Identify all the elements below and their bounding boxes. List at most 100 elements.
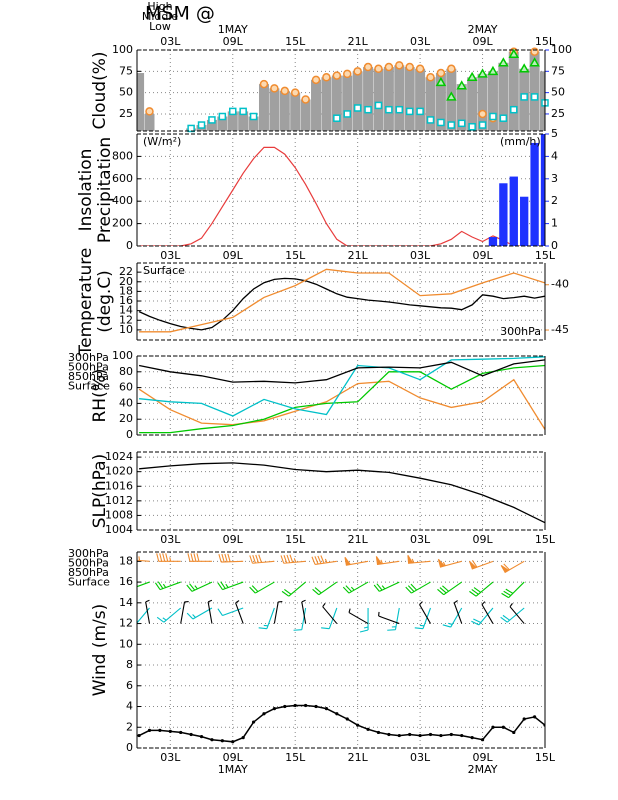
legend-label: Middle xyxy=(142,10,179,23)
high-cloud-marker xyxy=(322,73,331,82)
high-cloud-marker xyxy=(436,68,446,78)
y2-tick-label: 4 xyxy=(551,149,558,162)
wind-speed-point xyxy=(210,738,214,742)
y2-tick-label: 3 xyxy=(551,172,558,185)
low-cloud-marker xyxy=(333,114,341,122)
cloud-bar xyxy=(435,73,446,131)
legend-label: 850hPa xyxy=(68,566,109,579)
middle-cloud-marker xyxy=(477,68,488,78)
cloud-bar xyxy=(258,84,269,131)
wind-speed-point xyxy=(189,732,193,737)
y-tick-label: 18 xyxy=(119,284,133,297)
cloud-bar xyxy=(467,77,478,131)
wind-barb xyxy=(180,601,189,624)
wind-barb xyxy=(387,607,400,631)
middle-cloud-marker xyxy=(529,57,540,67)
precip-bar xyxy=(520,196,529,246)
wind-speed-point xyxy=(168,729,172,734)
wind-barb xyxy=(509,603,525,624)
x-tick-label: 15L xyxy=(535,249,556,262)
wind-barb xyxy=(342,581,369,594)
y-tick-label: 200 xyxy=(112,217,133,230)
wind-speed-point xyxy=(324,706,329,711)
wind-barb xyxy=(437,581,463,596)
y2-tick-label: 75 xyxy=(551,64,565,77)
series-line xyxy=(138,359,545,384)
y-tick-label: 1004 xyxy=(105,523,133,536)
low-cloud-marker xyxy=(405,107,414,116)
high-cloud-marker xyxy=(332,71,342,80)
high-cloud-marker xyxy=(415,64,425,74)
x-tick-label: 03L xyxy=(410,533,431,546)
low-cloud-marker xyxy=(530,93,539,101)
y-axis-label: RH(%) xyxy=(90,368,110,422)
wind-speed-point xyxy=(283,704,287,709)
y-tick-label: 40 xyxy=(119,396,133,409)
y-tick-label: 10 xyxy=(119,637,133,650)
cloud-bar xyxy=(425,77,436,131)
wind-speed-point xyxy=(199,734,204,739)
x-tick-label: 09L xyxy=(223,249,244,262)
x-tick-label: 21L xyxy=(348,751,369,764)
legend-label: 850hPa xyxy=(68,370,109,383)
wind-barb xyxy=(186,607,213,620)
wind-speed-point xyxy=(158,728,162,732)
wind-barb xyxy=(321,607,338,630)
x-tick-label: 03L xyxy=(410,35,431,48)
high-cloud-marker xyxy=(395,61,404,70)
y-tick-label: 20 xyxy=(119,412,133,425)
y2-tick-label: 0 xyxy=(551,239,558,252)
legend-label: Surface xyxy=(143,264,185,277)
low-cloud-marker xyxy=(343,110,351,118)
x-tick-label: 15L xyxy=(535,533,556,546)
x-tick-label: 21L xyxy=(348,249,369,262)
wind-speed-point xyxy=(449,732,453,737)
wind-barb xyxy=(311,555,337,565)
wind-speed-point xyxy=(480,738,485,742)
x-tick-label: 15L xyxy=(535,751,556,764)
y-tick-label: 1020 xyxy=(105,465,133,478)
x-tick-label: 15L xyxy=(285,533,306,546)
wind-barb xyxy=(500,560,525,574)
wind-speed-point xyxy=(418,733,422,738)
cloud-bar xyxy=(404,67,415,131)
wind-barb xyxy=(218,553,244,563)
wind-speed-point xyxy=(501,725,505,729)
x-tick-label: 15L xyxy=(285,751,306,764)
x-tick-label: 03L xyxy=(160,751,181,764)
wind-barb xyxy=(249,581,275,594)
y-tick-label: 6 xyxy=(126,679,133,692)
wind-barb xyxy=(344,556,369,566)
series-line xyxy=(139,356,545,417)
wind-barb xyxy=(249,554,275,564)
high-cloud-marker xyxy=(478,109,487,119)
x-tick-label: 03L xyxy=(410,249,431,262)
wind-speed-point xyxy=(147,728,152,732)
wind-barb xyxy=(137,556,150,562)
wind-speed-point xyxy=(335,712,339,716)
y-tick-label: 1012 xyxy=(105,494,133,507)
plot-area xyxy=(138,268,545,333)
y-tick-label: 100 xyxy=(112,349,133,362)
cloud-bar xyxy=(373,68,384,131)
cloud-bar xyxy=(508,51,519,131)
y-axis-label: Insolation xyxy=(76,149,96,232)
legend-label: 300hPa xyxy=(68,351,109,364)
y2-tick-label: 50 xyxy=(551,86,565,99)
wind-speed-point xyxy=(532,715,537,719)
cloud-bar xyxy=(279,90,290,131)
wind-barb xyxy=(280,554,306,564)
middle-cloud-marker xyxy=(456,80,468,90)
wind-barb xyxy=(419,601,431,624)
low-cloud-marker xyxy=(416,107,424,116)
y-tick-label: 0 xyxy=(126,428,133,441)
date-label: 2MAY xyxy=(468,23,498,36)
wind-speed-point xyxy=(314,704,318,709)
wind-barb xyxy=(186,581,213,592)
unit-label: (mm/h) xyxy=(500,135,541,148)
y-tick-label: 25 xyxy=(119,107,133,120)
high-cloud-marker xyxy=(363,62,373,72)
legend-label: High xyxy=(147,0,172,13)
x-tick-label: 09L xyxy=(223,533,244,546)
cloud-bar xyxy=(331,75,342,131)
